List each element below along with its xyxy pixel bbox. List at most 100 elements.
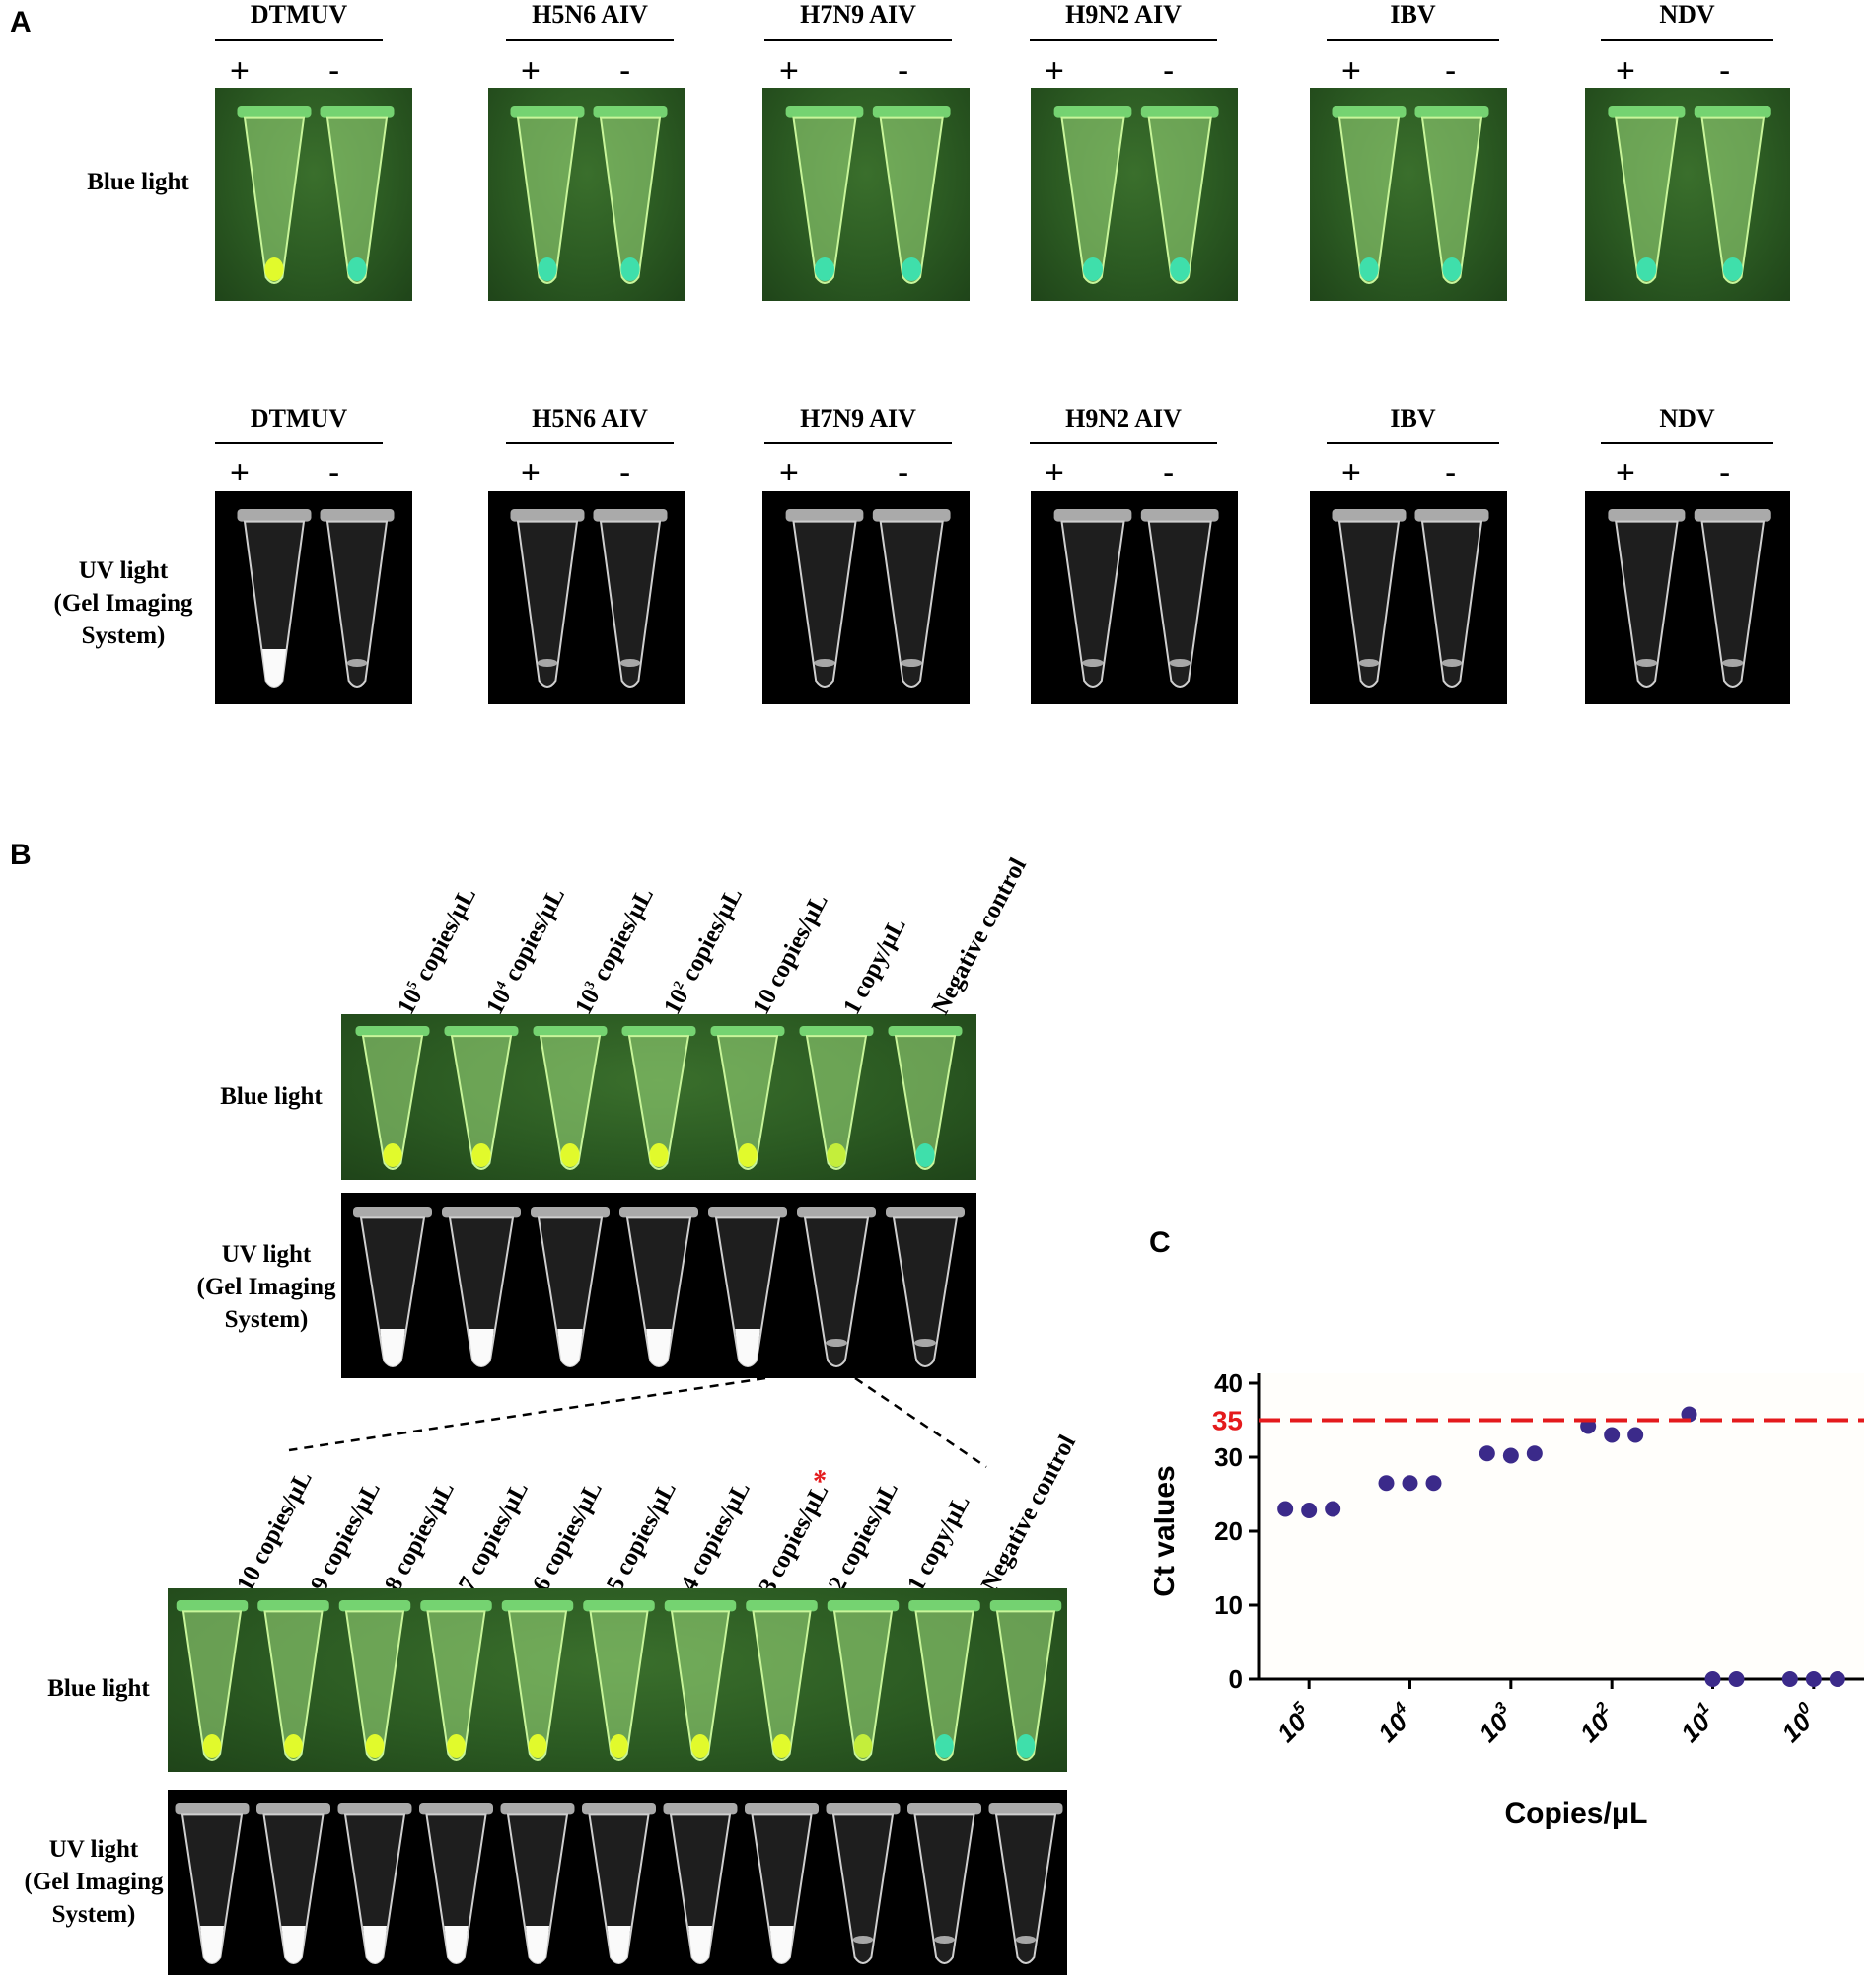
plus-sign: + xyxy=(230,52,250,90)
sample-header: H5N6 AIV xyxy=(532,404,648,433)
data-point xyxy=(1502,1447,1519,1464)
tube xyxy=(176,1600,249,1761)
tube xyxy=(444,1026,519,1170)
y-tick-label: 20 xyxy=(1214,1516,1243,1546)
tube xyxy=(500,1803,575,1964)
plus-sign: + xyxy=(1341,52,1361,90)
tube xyxy=(355,1026,430,1170)
tube-row xyxy=(237,509,395,688)
tube xyxy=(237,106,312,284)
plot-area xyxy=(1259,1373,1864,1679)
minus-sign: - xyxy=(898,52,909,90)
plus-sign: + xyxy=(521,454,541,491)
panel-b-top-uv-label: UV light (Gel Imaging System) xyxy=(173,1238,360,1336)
tube-row xyxy=(353,1207,965,1367)
blue-light-photo xyxy=(1031,88,1238,301)
sample-header: H7N9 AIV xyxy=(800,404,916,433)
plus-sign: + xyxy=(1045,454,1064,491)
panel-b-top-blue-photo xyxy=(341,1014,976,1180)
minus-sign: - xyxy=(328,52,340,90)
x-tick-label: 100 xyxy=(1773,1698,1824,1748)
uv-label-line3: System) xyxy=(51,1901,136,1928)
header-underline xyxy=(215,442,383,444)
uv-label-line1: UV light xyxy=(78,557,169,584)
tube xyxy=(1053,106,1132,284)
data-point xyxy=(1402,1475,1418,1492)
tube-row xyxy=(1332,106,1489,284)
blue-light-photo xyxy=(762,88,970,301)
panel-b-letter: B xyxy=(10,839,32,871)
minus-sign: - xyxy=(1163,52,1175,90)
plus-sign: + xyxy=(230,454,250,491)
panel-b-bottom-uv-photo xyxy=(168,1790,1067,1975)
tube xyxy=(237,509,312,688)
sample-header: NDV xyxy=(1659,404,1715,433)
header-underline xyxy=(1327,39,1499,41)
header-underline xyxy=(506,442,674,444)
tube xyxy=(1694,106,1771,284)
x-tick-label: 105 xyxy=(1269,1698,1320,1748)
uv-label-line1: UV light xyxy=(221,1241,312,1268)
connector-right xyxy=(854,1376,987,1469)
tube-row xyxy=(510,509,668,688)
uv-light-photo xyxy=(1031,491,1238,704)
panel-a-uv-label: UV light (Gel Imaging System) xyxy=(20,554,227,652)
tube xyxy=(320,106,395,284)
minus-sign: - xyxy=(619,52,631,90)
panel-b-top-blue-label: Blue light xyxy=(220,1083,323,1110)
sample-header: IBV xyxy=(1390,404,1436,433)
panel-a-blue-label: Blue light xyxy=(87,169,189,195)
y-tick-label: 0 xyxy=(1229,1664,1243,1694)
header-underline xyxy=(215,39,383,41)
tube xyxy=(710,1026,785,1170)
tube xyxy=(583,1600,655,1761)
sample-header: H5N6 AIV xyxy=(532,0,648,29)
tube xyxy=(582,1803,656,1964)
panel-b-bottom-blue-photo xyxy=(168,1588,1067,1772)
tube xyxy=(746,1600,818,1761)
sample-header: NDV xyxy=(1659,0,1715,29)
x-axis-title: Copies/μL xyxy=(1504,1798,1647,1830)
tube xyxy=(531,1207,610,1367)
data-point xyxy=(1325,1501,1341,1517)
header-underline xyxy=(764,39,952,41)
minus-sign: - xyxy=(1163,454,1175,491)
sample-header: IBV xyxy=(1390,0,1436,29)
tube xyxy=(886,1207,965,1367)
blue-light-photo xyxy=(1310,88,1507,301)
tube xyxy=(1140,509,1219,688)
tube-row xyxy=(785,509,951,688)
data-point xyxy=(1781,1671,1798,1687)
uv-label-line3: System) xyxy=(224,1306,309,1333)
sample-header: H9N2 AIV xyxy=(1065,404,1182,433)
tube-row xyxy=(1053,509,1219,688)
y-tick-label: 10 xyxy=(1214,1590,1243,1620)
tube-row xyxy=(785,106,951,284)
header-underline xyxy=(1030,442,1217,444)
tube-row xyxy=(1608,509,1771,688)
minus-sign: - xyxy=(1445,52,1457,90)
tube xyxy=(826,1803,901,1964)
data-point xyxy=(1805,1671,1822,1687)
tube xyxy=(799,1026,874,1170)
header-underline xyxy=(1327,442,1499,444)
tube xyxy=(420,1600,492,1761)
tube xyxy=(419,1803,493,1964)
tube xyxy=(988,1803,1063,1964)
uv-label-line2: (Gel Imaging xyxy=(196,1274,336,1300)
data-point xyxy=(1301,1503,1318,1518)
header-underline xyxy=(1601,442,1773,444)
tube xyxy=(353,1207,432,1367)
panel-b-bottom-uv-label: UV light (Gel Imaging System) xyxy=(0,1833,187,1931)
sample-header: H7N9 AIV xyxy=(800,0,916,29)
x-tick-label: 104 xyxy=(1370,1698,1420,1748)
tube xyxy=(621,1026,696,1170)
sample-header: H9N2 AIV xyxy=(1065,0,1182,29)
tube xyxy=(501,1600,574,1761)
tube xyxy=(256,1803,330,1964)
panel-a-letter: A xyxy=(10,6,32,38)
tube-row xyxy=(1608,106,1771,284)
tube xyxy=(175,1803,250,1964)
tube xyxy=(872,509,951,688)
data-point xyxy=(1277,1501,1294,1517)
